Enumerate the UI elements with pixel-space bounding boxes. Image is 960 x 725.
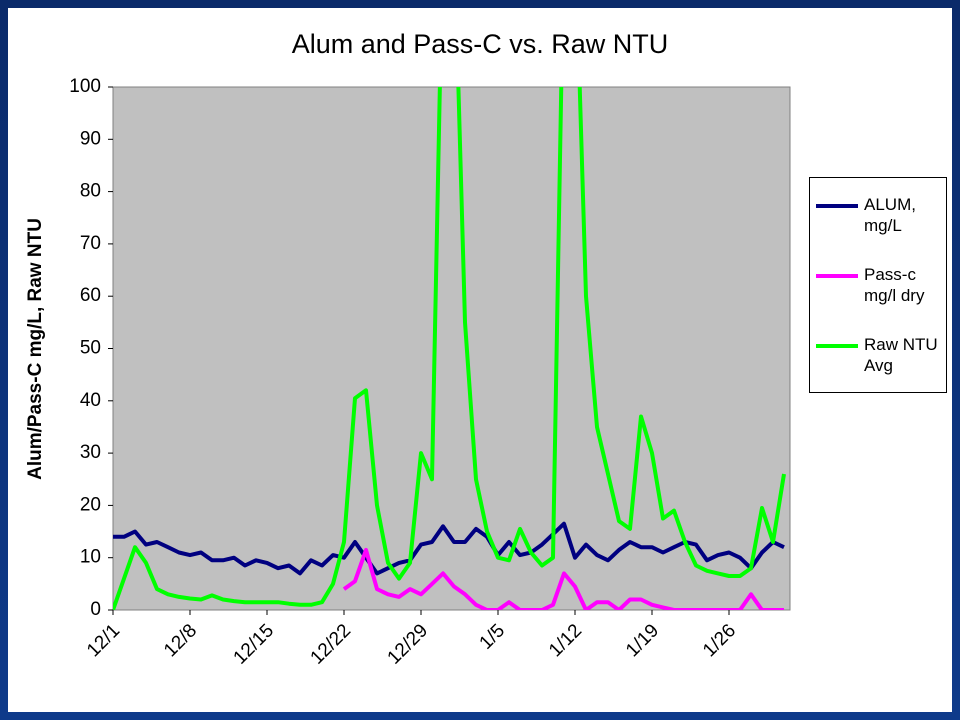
series-line xyxy=(113,521,785,576)
y-tick-label: 90 xyxy=(80,128,101,149)
legend-entry: ALUM, mg/L xyxy=(816,194,946,236)
y-tick-label: 50 xyxy=(80,338,101,359)
plot-area xyxy=(112,86,791,611)
legend-entry: Raw NTU Avg xyxy=(816,334,946,376)
y-tick-label: 60 xyxy=(80,285,101,306)
y-tick-label: 20 xyxy=(80,494,101,515)
legend-swatch xyxy=(816,344,858,348)
chart-title: Alum and Pass-C vs. Raw NTU xyxy=(292,29,669,59)
y-tick-label: 70 xyxy=(80,233,101,254)
series-line xyxy=(113,87,786,610)
y-tick-label: 10 xyxy=(80,547,101,568)
y-tick-label: 100 xyxy=(69,76,101,97)
legend-entry: Pass-c mg/l dry xyxy=(816,264,946,306)
legend-label: ALUM, mg/L xyxy=(864,195,916,235)
plot-lines xyxy=(113,87,786,610)
y-axis-label: Alum/Pass-C mg/L, Raw NTU xyxy=(25,218,46,480)
legend-swatch xyxy=(816,204,858,208)
legend-label: Raw NTU Avg xyxy=(864,335,938,375)
y-tick-label: 0 xyxy=(90,599,101,620)
legend: ALUM, mg/L Pass-c mg/l dry Raw NTU Avg xyxy=(809,177,947,393)
legend-label: Pass-c mg/l dry xyxy=(864,265,925,305)
y-tick-label: 80 xyxy=(80,181,101,202)
y-tick-label: 30 xyxy=(80,442,101,463)
legend-swatch xyxy=(816,274,858,278)
series-line xyxy=(342,547,784,610)
y-tick-label: 40 xyxy=(80,390,101,411)
